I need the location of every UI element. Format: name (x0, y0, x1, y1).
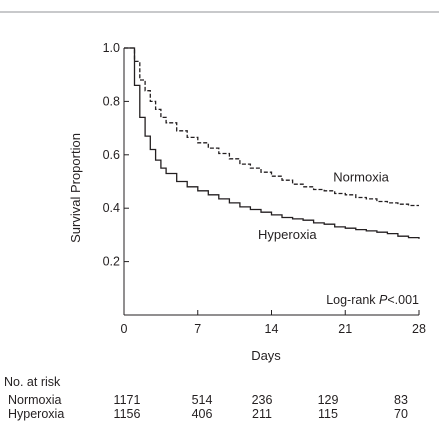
series-layer (124, 47, 420, 239)
series-label-normoxia: Normoxia (333, 170, 389, 185)
risk-table-title: No. at risk (4, 375, 61, 389)
x-tick-label: 0 (121, 322, 128, 336)
risk-table: No. at risk Normoxia 1171 514 236 129 83 Hyper… (4, 375, 408, 421)
x-tick-label: 7 (194, 322, 201, 336)
x-axis-ticks: 0 7 14 21 28 (121, 310, 426, 336)
plot-area: 0.2 0.4 0.6 0.8 1.0 0 7 14 21 28 Normoxia Hyperox… (103, 41, 426, 336)
y-tick-label: 1.0 (103, 41, 120, 55)
y-axis-label: Survival Proportion (68, 133, 83, 243)
y-tick-label: 0.2 (103, 255, 120, 269)
y-tick-label: 0.6 (103, 148, 120, 162)
risk-cell: 83 (394, 393, 408, 407)
risk-cell: 514 (192, 393, 213, 407)
risk-cell: 1156 (114, 407, 141, 421)
risk-cell: 129 (318, 393, 339, 407)
risk-cell: 115 (318, 407, 338, 421)
annotation-prefix: Log-rank (326, 293, 379, 307)
x-axis-label: Days (251, 348, 281, 363)
risk-cell: 236 (252, 393, 273, 407)
series-labels: Normoxia Hyperoxia (258, 170, 390, 242)
y-tick-label: 0.8 (103, 94, 120, 108)
risk-cell: 70 (394, 407, 408, 421)
series-label-hyperoxia: Hyperoxia (258, 227, 317, 242)
logrank-annotation: Log-rank P<.001 (326, 293, 419, 307)
y-tick-label: 0.4 (103, 201, 120, 215)
x-tick-label: 14 (265, 322, 279, 336)
annotation-italic: P (379, 293, 388, 307)
x-tick-label: 21 (338, 322, 352, 336)
risk-row-label: Hyperoxia (8, 407, 64, 421)
risk-cell: 1171 (114, 393, 141, 407)
annotation-suffix: <.001 (387, 293, 419, 307)
risk-cell: 211 (252, 407, 272, 421)
series-line-hyperoxia (124, 47, 420, 239)
x-tick-label: 28 (412, 322, 426, 336)
series-line-normoxia (124, 47, 419, 207)
risk-row-label: Normoxia (8, 393, 62, 407)
y-axis-ticks: 0.2 0.4 0.6 0.8 1.0 (103, 41, 129, 269)
risk-cell: 406 (192, 407, 213, 421)
